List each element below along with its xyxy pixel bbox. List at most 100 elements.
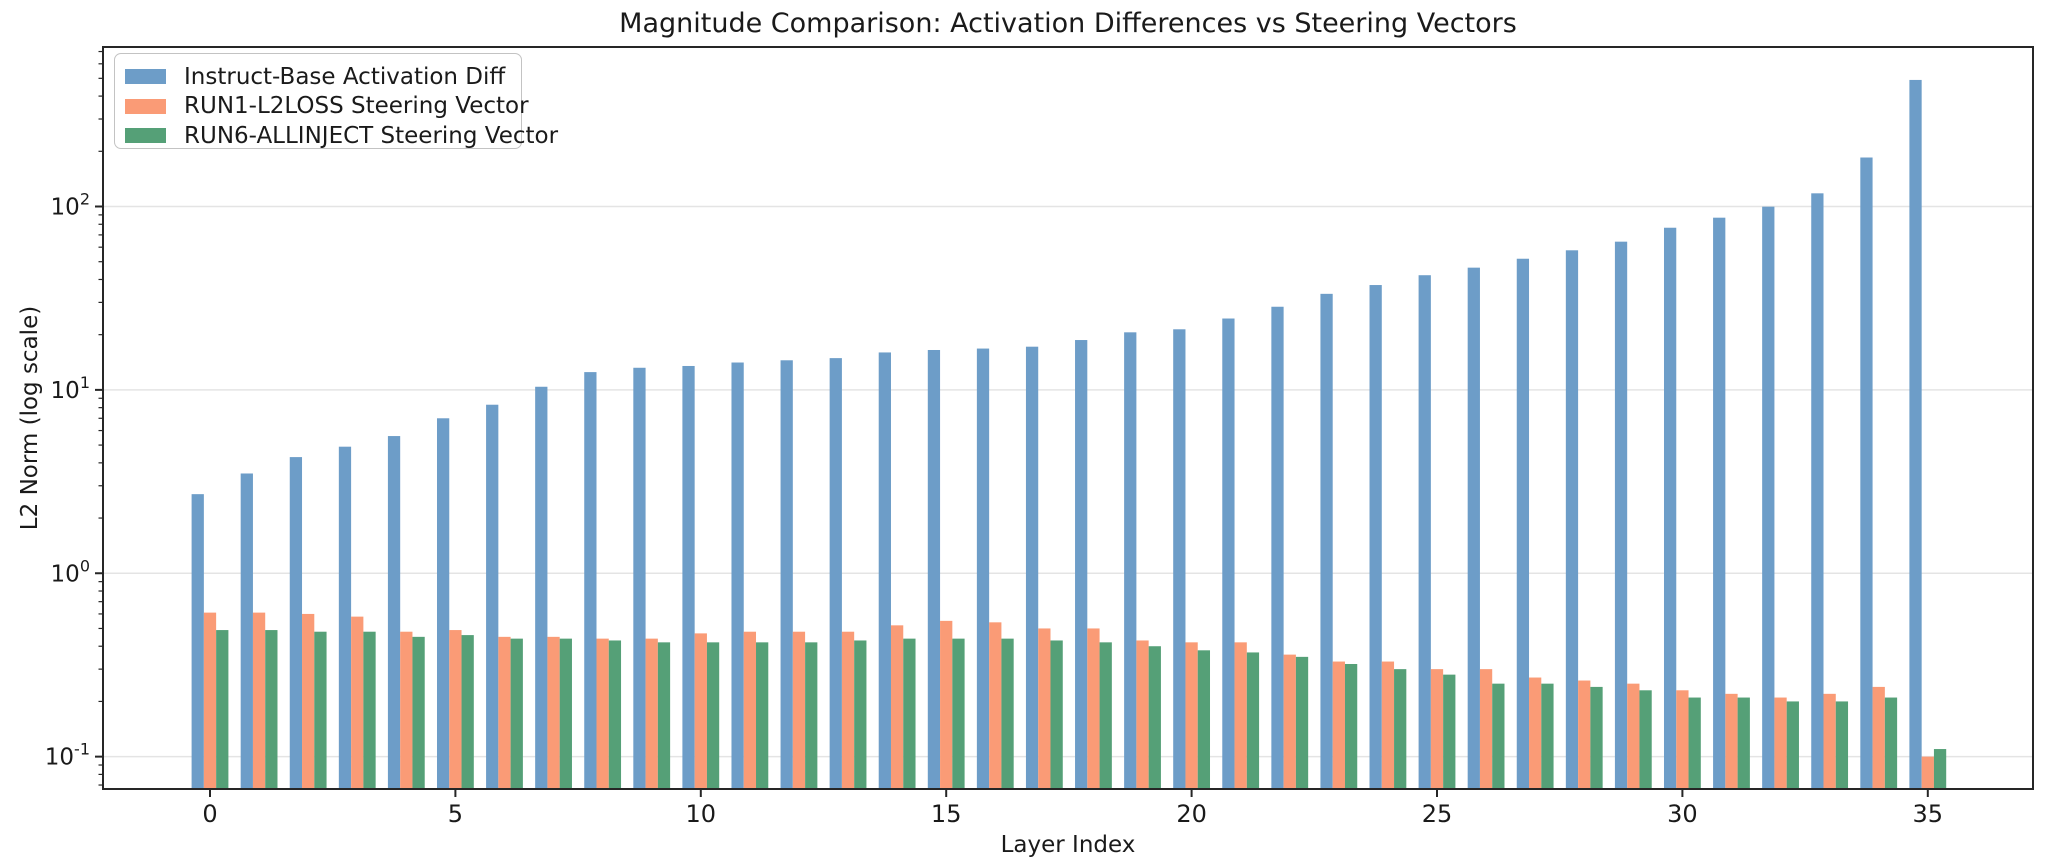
bar-0-layer-3 [338, 446, 352, 789]
bar-1-layer-29 [1627, 683, 1640, 789]
bar-0-layer-24 [1369, 285, 1382, 789]
x-tick-label: 20 [1176, 800, 1207, 828]
bar-0-layer-23 [1320, 293, 1333, 789]
bar-1-layer-7 [547, 636, 560, 789]
bar-0-layer-7 [535, 386, 548, 789]
bar-0-layer-28 [1565, 250, 1579, 790]
chart-title: Magnitude Comparison: Activation Differe… [619, 8, 1517, 39]
bar-2-layer-35 [1933, 749, 1947, 789]
bar-1-layer-0 [203, 612, 217, 789]
bar-0-layer-19 [1124, 332, 1137, 789]
bar-0-layer-0 [191, 494, 204, 789]
legend-label-series-1: RUN1-L2LOSS Steering Vector [184, 93, 529, 120]
bar-2-layer-11 [756, 642, 769, 789]
bar-1-layer-35 [1921, 756, 1934, 789]
bar-0-layer-4 [387, 436, 401, 789]
y-tick-label: 100 [51, 556, 90, 587]
bar-0-layer-26 [1467, 267, 1480, 790]
bar-2-layer-22 [1295, 656, 1309, 789]
bar-2-layer-19 [1148, 646, 1161, 789]
bar-0-layer-16 [976, 348, 990, 789]
y-tick-label: 10-1 [45, 740, 90, 771]
bar-1-layer-8 [596, 638, 609, 789]
bar-0-layer-14 [878, 352, 891, 789]
bar-1-layer-26 [1479, 669, 1493, 789]
x-tick-label: 35 [1913, 800, 1944, 828]
bar-1-layer-9 [645, 638, 658, 789]
bar-1-layer-17 [1038, 628, 1051, 789]
bar-1-layer-31 [1725, 693, 1738, 789]
bar-2-layer-8 [608, 640, 622, 789]
x-tick-label: 15 [931, 800, 962, 828]
bar-2-layer-31 [1737, 697, 1750, 789]
bar-1-layer-13 [841, 631, 855, 789]
bar-2-layer-23 [1344, 663, 1358, 789]
bar-2-layer-24 [1394, 669, 1407, 789]
bar-1-layer-23 [1332, 661, 1345, 789]
x-axis-label: Layer Index [1000, 832, 1136, 858]
bar-2-layer-28 [1590, 686, 1603, 789]
bar-0-layer-25 [1418, 275, 1431, 789]
bar-0-layer-33 [1811, 193, 1824, 789]
legend-row: RUN6-ALLINJECT Steering Vector [125, 121, 558, 151]
bar-1-layer-12 [792, 631, 806, 789]
bar-1-layer-10 [694, 633, 707, 789]
legend-label-series-2: RUN6-ALLINJECT Steering Vector [184, 122, 559, 149]
bar-1-layer-25 [1430, 669, 1444, 789]
bar-0-layer-2 [289, 457, 303, 789]
bar-0-layer-32 [1762, 206, 1775, 789]
bar-1-layer-28 [1578, 680, 1591, 789]
bar-2-layer-27 [1541, 683, 1554, 789]
bar-1-layer-24 [1381, 661, 1395, 789]
bar-2-layer-15 [952, 638, 965, 789]
bar-2-layer-20 [1197, 650, 1211, 789]
bar-2-layer-0 [216, 630, 229, 789]
bar-2-layer-21 [1246, 652, 1260, 789]
bar-0-layer-27 [1516, 258, 1530, 789]
bar-0-layer-9 [633, 367, 646, 789]
bar-2-layer-32 [1786, 701, 1799, 789]
bar-2-layer-18 [1099, 642, 1112, 789]
legend-row: RUN1-L2LOSS Steering Vector [125, 92, 529, 122]
legend-swatch-series-1 [125, 98, 166, 114]
x-tick-label: 30 [1667, 800, 1698, 828]
bar-1-layer-1 [252, 612, 266, 789]
bar-0-layer-12 [780, 360, 793, 789]
bar-1-layer-22 [1283, 654, 1296, 789]
bar-2-layer-34 [1884, 697, 1898, 789]
bar-0-layer-22 [1271, 306, 1284, 789]
bar-0-layer-15 [927, 349, 941, 789]
bar-2-layer-26 [1492, 683, 1505, 789]
legend-swatch-series-0 [125, 69, 166, 85]
bar-1-layer-6 [498, 636, 511, 789]
bar-2-layer-17 [1050, 640, 1063, 789]
bar-0-layer-30 [1663, 227, 1677, 790]
bar-2-layer-9 [657, 642, 671, 789]
bar-2-layer-1 [265, 630, 278, 789]
bar-1-layer-32 [1774, 697, 1787, 789]
bar-1-layer-34 [1872, 686, 1885, 789]
x-tick-label: 25 [1422, 800, 1453, 828]
bar-2-layer-25 [1443, 674, 1456, 789]
bar-2-layer-30 [1688, 697, 1701, 789]
bar-2-layer-14 [903, 638, 916, 789]
bar-2-layer-29 [1639, 690, 1652, 789]
bar-2-layer-3 [363, 631, 376, 789]
bar-2-layer-2 [314, 631, 327, 789]
bar-0-layer-20 [1173, 329, 1186, 789]
legend-row: Instruct-Base Activation Diff [125, 62, 521, 92]
bar-0-layer-34 [1860, 157, 1873, 789]
bar-0-layer-5 [436, 418, 450, 789]
bar-0-layer-1 [240, 473, 253, 789]
bar-1-layer-14 [890, 625, 904, 789]
bar-2-layer-7 [559, 638, 572, 789]
bar-1-layer-5 [449, 630, 462, 789]
bar-0-layer-10 [682, 365, 695, 789]
bar-1-layer-11 [743, 631, 757, 789]
bar-0-layer-8 [584, 372, 597, 789]
bar-0-layer-18 [1075, 340, 1088, 789]
bar-1-layer-4 [400, 631, 413, 789]
y-axis-label: L2 Norm (log scale) [17, 305, 43, 531]
bar-0-layer-35 [1909, 79, 1922, 789]
bar-0-layer-6 [486, 404, 499, 789]
